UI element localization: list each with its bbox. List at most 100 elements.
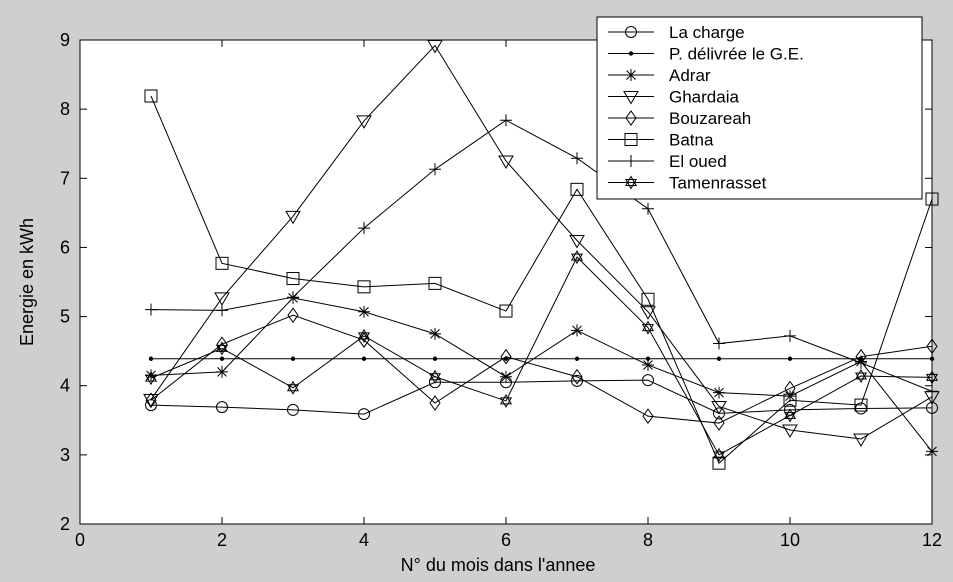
- data-point-plus: [784, 329, 796, 342]
- data-point-triangle-down: [427, 40, 443, 54]
- data-point-diamond: [926, 338, 938, 355]
- data-point-dot: [929, 356, 935, 361]
- legend-label: Tamenrasset: [669, 174, 767, 193]
- data-point-dot: [290, 356, 296, 361]
- data-point-asterisk: [642, 358, 654, 371]
- x-tick-label: 4: [359, 530, 369, 550]
- data-point-hexagram: [499, 393, 513, 408]
- y-tick-label: 4: [60, 376, 70, 396]
- data-point-plus: [216, 304, 228, 317]
- y-tick-label: 7: [60, 168, 70, 188]
- data-point-square: [570, 182, 584, 196]
- data-point-triangle-down: [214, 292, 230, 306]
- data-point-hexagram: [215, 341, 229, 356]
- legend-item: La charge: [608, 23, 745, 42]
- data-point-asterisk: [358, 305, 370, 318]
- series-7: [144, 250, 939, 462]
- legend-label: La charge: [669, 23, 745, 42]
- data-point-diamond: [287, 307, 299, 324]
- data-point-square: [712, 456, 726, 470]
- series-4: [145, 307, 938, 431]
- legend-label: El oued: [669, 152, 727, 171]
- data-point-dot: [361, 356, 367, 361]
- data-point-hexagram: [641, 320, 655, 335]
- data-point-hexagram: [570, 250, 584, 265]
- data-point-diamond: [625, 110, 637, 126]
- data-point-diamond: [500, 348, 512, 365]
- data-point-dot: [432, 356, 438, 361]
- data-point-square: [144, 89, 158, 103]
- data-point-circle: [926, 401, 938, 414]
- data-point-plus: [642, 202, 654, 215]
- series-line: [150, 44, 933, 440]
- data-point-dot: [574, 356, 580, 361]
- data-point-hexagram: [286, 380, 300, 395]
- data-point-circle: [625, 26, 637, 38]
- legend-label: Ghardaia: [669, 88, 739, 107]
- data-point-diamond: [571, 368, 583, 385]
- data-point-circle: [571, 374, 583, 387]
- data-point-plus: [287, 291, 299, 304]
- y-axis-label: Energie en kWh: [17, 218, 37, 346]
- x-tick-label: 2: [217, 530, 227, 550]
- data-point-triangle-down: [569, 235, 585, 249]
- data-point-circle: [358, 408, 370, 421]
- data-point-square: [215, 256, 229, 270]
- legend-item: P. délivrée le G.E.: [608, 45, 804, 64]
- series-6: [145, 114, 938, 398]
- data-point-circle: [287, 403, 299, 416]
- x-tick-label: 8: [643, 530, 653, 550]
- data-point-triangle-down: [782, 424, 798, 438]
- series-line: [150, 314, 933, 424]
- x-axis-label: N° du mois dans l'annee: [401, 555, 596, 575]
- y-tick-label: 9: [60, 30, 70, 50]
- data-point-dot: [219, 356, 225, 361]
- data-point-plus: [926, 385, 938, 398]
- legend-item: Ghardaia: [608, 88, 739, 107]
- data-point-hexagram: [712, 447, 726, 462]
- x-tick-label: 6: [501, 530, 511, 550]
- series-group: [143, 40, 940, 470]
- data-point-diamond: [429, 395, 441, 411]
- data-point-hexagram: [783, 408, 797, 423]
- series-5: [144, 89, 939, 470]
- data-point-triangle-down: [623, 91, 639, 105]
- data-point-square: [428, 276, 442, 290]
- y-tick-label: 8: [60, 99, 70, 119]
- data-point-asterisk: [571, 324, 583, 337]
- data-point-diamond: [784, 380, 796, 397]
- data-point-asterisk: [713, 386, 725, 399]
- data-point-triangle-down: [285, 210, 301, 225]
- legend-item: Bouzareah: [608, 109, 751, 128]
- legend-label: Adrar: [669, 66, 711, 85]
- data-point-hexagram: [624, 175, 638, 190]
- data-point-diamond: [713, 415, 725, 431]
- legend-label: P. délivrée le G.E.: [669, 45, 804, 64]
- legend-label: Batna: [669, 131, 714, 150]
- data-point-circle: [642, 374, 654, 387]
- data-point-asterisk: [216, 365, 228, 378]
- data-point-triangle-down: [711, 400, 727, 415]
- data-point-square: [286, 272, 300, 286]
- y-tick-label: 5: [60, 307, 70, 327]
- data-point-triangle-down: [853, 433, 869, 447]
- data-point-dot: [716, 356, 722, 361]
- data-point-plus: [429, 163, 441, 176]
- data-point-square: [783, 393, 797, 407]
- x-tick-label: 12: [922, 530, 942, 550]
- series-line: [150, 256, 933, 456]
- data-point-plus: [500, 114, 512, 127]
- data-point-plus: [855, 356, 867, 369]
- x-tick-label: 10: [780, 530, 800, 550]
- data-point-dot: [787, 356, 793, 361]
- data-point-circle: [216, 401, 228, 414]
- legend-item: El oued: [608, 152, 727, 171]
- data-point-hexagram: [428, 369, 442, 384]
- series-line: [150, 297, 933, 452]
- legend-item: Adrar: [608, 66, 711, 85]
- data-point-dot: [148, 356, 154, 361]
- data-point-asterisk: [500, 370, 512, 383]
